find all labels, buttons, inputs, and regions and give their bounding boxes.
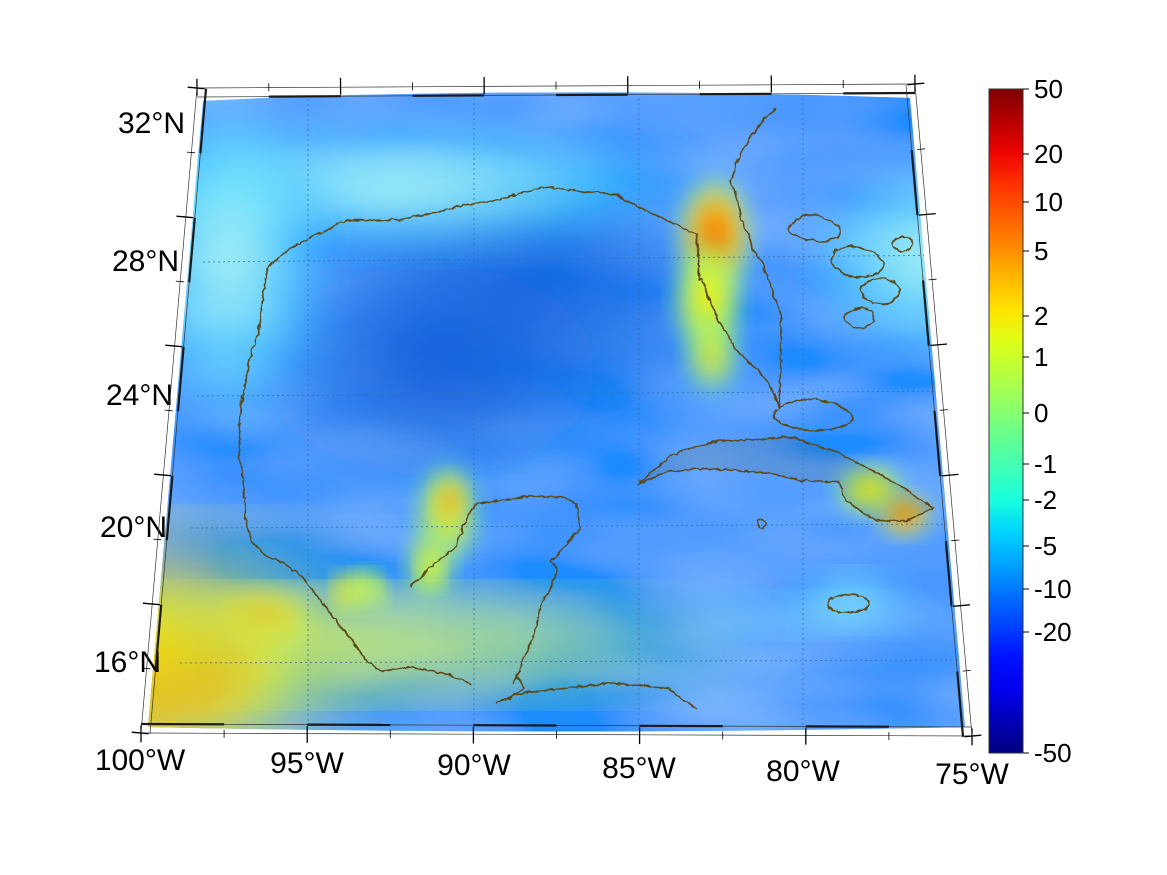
svg-text:1: 1 bbox=[1034, 342, 1048, 372]
svg-text:100°W: 100°W bbox=[95, 744, 186, 777]
svg-text:80°W: 80°W bbox=[766, 755, 840, 788]
svg-text:90°W: 90°W bbox=[437, 749, 511, 782]
svg-text:2: 2 bbox=[1034, 301, 1048, 331]
svg-text:0: 0 bbox=[1034, 398, 1048, 428]
svg-text:20: 20 bbox=[1034, 139, 1063, 169]
svg-text:24°N: 24°N bbox=[106, 379, 173, 412]
svg-text:-50: -50 bbox=[1034, 738, 1072, 768]
svg-text:32°N: 32°N bbox=[118, 107, 185, 140]
svg-text:10: 10 bbox=[1034, 187, 1063, 217]
svg-text:-2: -2 bbox=[1034, 485, 1057, 515]
svg-text:-20: -20 bbox=[1034, 617, 1072, 647]
svg-text:75°W: 75°W bbox=[935, 758, 1009, 791]
svg-text:-5: -5 bbox=[1034, 531, 1057, 561]
svg-text:-10: -10 bbox=[1034, 574, 1072, 604]
svg-text:28°N: 28°N bbox=[112, 245, 179, 278]
svg-text:85°W: 85°W bbox=[602, 752, 676, 785]
svg-text:5: 5 bbox=[1034, 236, 1048, 266]
svg-text:95°W: 95°W bbox=[270, 747, 344, 780]
svg-text:16°N: 16°N bbox=[94, 646, 161, 679]
svg-text:50: 50 bbox=[1034, 74, 1063, 104]
svg-text:-1: -1 bbox=[1034, 449, 1057, 479]
